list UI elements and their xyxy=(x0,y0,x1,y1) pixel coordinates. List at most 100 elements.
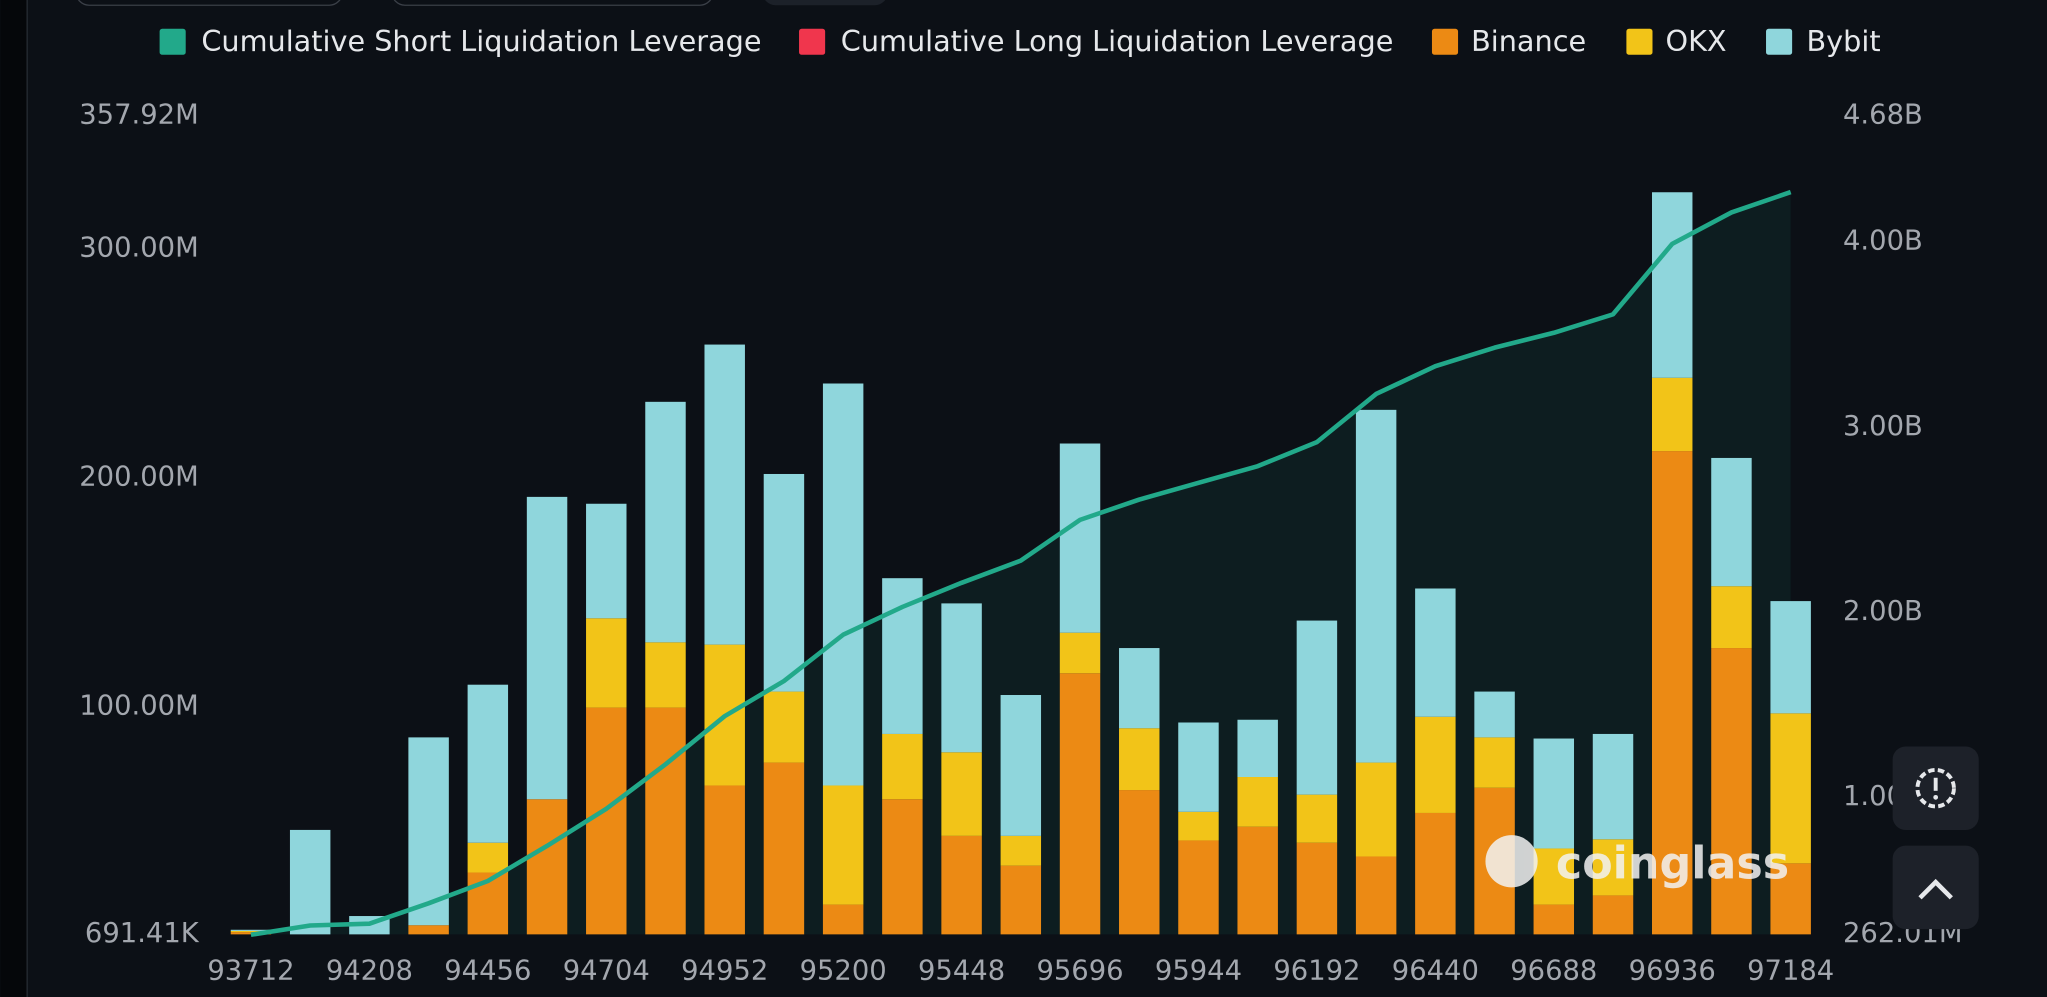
bar-segment xyxy=(230,929,272,931)
y2-tick-label: 2.00B xyxy=(1843,596,1923,627)
bar-segment xyxy=(230,930,272,933)
top-button[interactable] xyxy=(1892,845,1979,930)
bar-segment xyxy=(1119,790,1160,935)
bar-segment xyxy=(408,925,449,935)
x-tick-label: 95200 xyxy=(800,956,887,987)
x-tick-label: 94952 xyxy=(681,956,768,987)
bar-segment xyxy=(1059,632,1101,674)
bar-segment xyxy=(1652,451,1693,935)
legend: Cumulative Short Liquidation Leverage Cum… xyxy=(159,24,1881,58)
bar-segment xyxy=(1000,865,1042,935)
settings-icon xyxy=(1933,794,1939,800)
legend-label: Binance xyxy=(1471,24,1586,58)
bar-segment xyxy=(645,642,686,708)
bar-segment xyxy=(882,733,923,800)
bar-segment xyxy=(1711,457,1752,587)
watermark: coinglass xyxy=(1485,835,1789,890)
watermark-logo xyxy=(1485,835,1538,888)
bar-segment xyxy=(822,904,864,935)
bar-segment xyxy=(1770,863,1811,935)
bar-segment xyxy=(704,344,745,645)
legend-label: OKX xyxy=(1666,24,1727,58)
bar-segment xyxy=(1296,620,1338,795)
bar-segment xyxy=(1296,842,1338,935)
legend-swatch xyxy=(1766,28,1793,55)
bar-segment xyxy=(1415,716,1456,813)
bar-segment xyxy=(1119,648,1160,729)
bar-segment xyxy=(1533,738,1575,849)
legend-swatch xyxy=(1431,28,1459,55)
y-tick-label: 200.00M xyxy=(79,461,198,492)
x-tick-label: 94704 xyxy=(563,956,650,987)
y2-tick-label: 4.00B xyxy=(1843,226,1923,257)
legend-label: Bybit xyxy=(1806,24,1880,58)
settings-icon xyxy=(1915,767,1956,809)
x-tick-label: 95696 xyxy=(1036,956,1123,987)
control[interactable] xyxy=(392,0,713,6)
bar-segment xyxy=(1355,409,1397,763)
line-area xyxy=(250,192,1791,935)
y-tick-label: 691.41K xyxy=(85,918,200,949)
bar-segment xyxy=(1592,839,1634,896)
bar-segment xyxy=(645,707,686,935)
bar-segment xyxy=(704,785,745,935)
bar-segment xyxy=(1237,826,1278,935)
bar-segment xyxy=(1355,856,1397,935)
bar-segment xyxy=(1237,719,1278,778)
bar-segment xyxy=(526,496,568,800)
bar-segment xyxy=(1474,691,1515,738)
y2-tick-label: 3.00B xyxy=(1843,411,1923,442)
watermark-text: coinglass xyxy=(1556,839,1789,890)
bar-segment xyxy=(1711,648,1752,935)
x-tick-label: 95448 xyxy=(918,956,1005,987)
bar-segment xyxy=(1474,737,1515,788)
bar-segment xyxy=(1059,673,1101,935)
bar-segment xyxy=(1415,812,1456,935)
bar-segment xyxy=(289,829,331,935)
bar-segment xyxy=(941,835,982,935)
bar-segment xyxy=(408,737,449,926)
bar-segment xyxy=(941,603,982,753)
bar-segment xyxy=(1533,848,1575,905)
bar-segment xyxy=(822,383,864,786)
bar-segment xyxy=(1059,443,1101,633)
bar-segment xyxy=(763,473,805,692)
x-tick-label: 94208 xyxy=(326,956,413,987)
x-tick-label: 93712 xyxy=(207,956,294,987)
y-tick-label: 357.92M xyxy=(79,100,198,131)
bar-segment xyxy=(882,799,923,935)
bar-segment xyxy=(1533,904,1575,935)
bar-segment xyxy=(1296,794,1338,843)
bar-segment xyxy=(1592,895,1634,935)
bar-segment xyxy=(1355,762,1397,857)
x-tick-label: 96936 xyxy=(1629,956,1716,987)
bar-segment xyxy=(586,503,627,619)
legend-label: Cumulative Short Liquidation Leverage xyxy=(201,24,761,58)
x-tick-label: 95944 xyxy=(1155,956,1242,987)
bar-segment xyxy=(1237,777,1278,827)
buttons xyxy=(1892,746,1979,930)
x-tick-label: 96688 xyxy=(1510,956,1597,987)
bar-segment xyxy=(1770,601,1811,714)
bar-segment xyxy=(1652,377,1693,452)
bars xyxy=(230,192,1811,935)
bar-segment xyxy=(763,762,805,935)
bar-segment xyxy=(1119,728,1160,791)
bar-segment xyxy=(1711,586,1752,649)
x-tick-label: 97184 xyxy=(1747,956,1834,987)
bar-segment xyxy=(1770,713,1811,864)
x-tick-label: 94456 xyxy=(444,956,531,987)
bar-segment xyxy=(1652,192,1693,378)
cumulative-line xyxy=(250,189,1792,938)
bar-segment xyxy=(1178,722,1219,812)
control[interactable] xyxy=(76,0,342,6)
bar-segment xyxy=(586,707,627,935)
bar-segment xyxy=(1000,695,1042,836)
y-tick-label: 100.00M xyxy=(79,690,198,721)
control[interactable] xyxy=(763,0,888,6)
bar-segment xyxy=(645,401,686,643)
bar-segment xyxy=(526,799,568,935)
bar-segment xyxy=(882,578,923,734)
